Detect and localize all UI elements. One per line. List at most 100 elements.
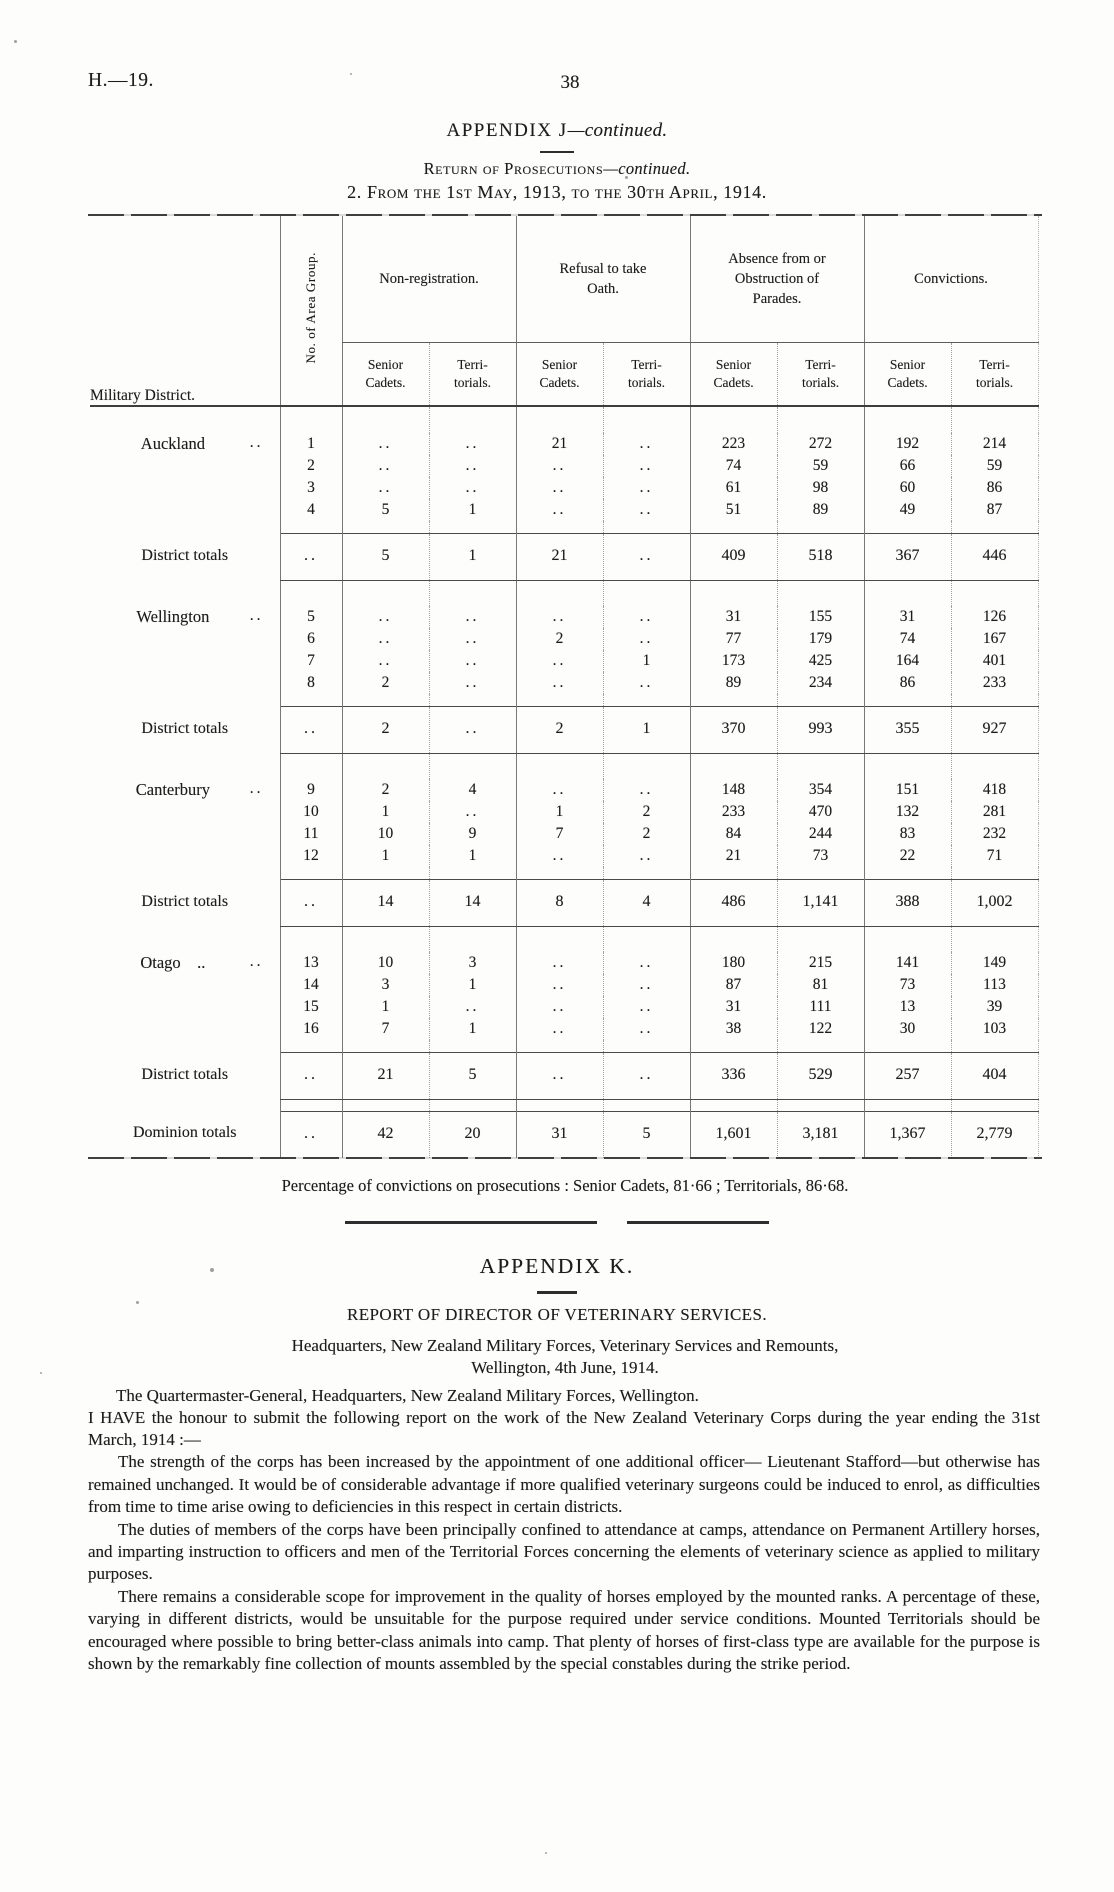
value-cell: .. bbox=[341, 455, 429, 477]
value-cell: 173 bbox=[689, 650, 778, 672]
value-cell: 180 bbox=[689, 952, 778, 974]
spacer-cell bbox=[950, 1099, 1039, 1111]
district-cell bbox=[90, 477, 280, 499]
value-cell: 21 bbox=[515, 433, 603, 455]
percentage-note: Percentage of convictions on prosecution… bbox=[281, 1175, 849, 1195]
value-cell: .. bbox=[602, 996, 691, 1018]
value-cell: 404 bbox=[950, 1051, 1039, 1100]
table-row: .. Auckland 1.... 21.. 223 272 192 214 bbox=[90, 433, 1039, 455]
spacer-cell bbox=[689, 580, 778, 606]
value-cell: .. bbox=[602, 499, 691, 521]
table-row bbox=[90, 521, 1039, 533]
value-cell: .. bbox=[602, 1018, 691, 1040]
spacer-cell bbox=[950, 580, 1039, 606]
spacer-cell bbox=[428, 867, 516, 879]
value-cell: 74 bbox=[689, 455, 778, 477]
value-cell: 141 bbox=[863, 952, 952, 974]
closing-rule-left bbox=[345, 1220, 597, 1224]
spacer-cell bbox=[689, 694, 778, 706]
table-row: Dominion totals.. 42 20 31 5 1,601 3,181 1,367 2… bbox=[90, 1110, 1039, 1158]
spacer-cell bbox=[689, 406, 778, 433]
value-cell: 486 bbox=[689, 878, 778, 927]
col-header-non-registration: Non-registration. bbox=[341, 216, 516, 343]
spacer-cell bbox=[428, 1040, 516, 1052]
value-cell: 38 bbox=[689, 1018, 778, 1040]
value-cell: .. bbox=[602, 1051, 691, 1100]
value-cell: 446 bbox=[950, 532, 1039, 581]
value-cell: 244 bbox=[776, 823, 865, 845]
area-group-cell: 9 bbox=[279, 779, 342, 801]
district-cell bbox=[90, 455, 280, 477]
value-cell: 401 bbox=[950, 650, 1039, 672]
spacer-cell bbox=[950, 406, 1039, 433]
spacer-cell bbox=[602, 1099, 691, 1111]
spacer-cell bbox=[689, 1099, 778, 1111]
table-row: 16 7 1.... 38 122 30 103 bbox=[90, 1018, 1039, 1040]
value-cell: 233 bbox=[689, 801, 778, 823]
spacer-cell bbox=[776, 926, 865, 952]
value-cell: 10 bbox=[341, 952, 429, 974]
value-cell: .. bbox=[341, 433, 429, 455]
district-cell bbox=[90, 845, 280, 867]
value-cell: 86 bbox=[863, 672, 952, 694]
value-cell: 355 bbox=[863, 705, 952, 754]
spacer-cell bbox=[689, 521, 778, 533]
spacer-cell bbox=[602, 406, 691, 433]
spacer-cell bbox=[515, 926, 603, 952]
spacer-cell bbox=[90, 867, 280, 879]
leader-dots: .. bbox=[249, 607, 264, 624]
value-cell: 1,002 bbox=[950, 878, 1039, 927]
scan-speck bbox=[136, 1301, 139, 1304]
value-cell: 60 bbox=[863, 477, 952, 499]
district-cell: .. Otago .. bbox=[90, 952, 280, 974]
value-cell: .. bbox=[428, 672, 516, 694]
spacer-cell bbox=[515, 521, 603, 533]
value-cell: .. bbox=[602, 672, 691, 694]
spacer-cell bbox=[689, 753, 778, 779]
district-cell bbox=[90, 672, 280, 694]
value-cell: .. bbox=[515, 672, 603, 694]
value-cell: 87 bbox=[950, 499, 1039, 521]
value-cell: 122 bbox=[776, 1018, 865, 1040]
value-cell: 3 bbox=[428, 952, 516, 974]
area-group-cell: 1 bbox=[279, 433, 342, 455]
value-cell: 5 bbox=[602, 1110, 691, 1158]
scan-speck bbox=[14, 40, 17, 43]
spacer-cell bbox=[341, 1099, 429, 1111]
spacer-cell bbox=[602, 867, 691, 879]
area-group-cell: 5 bbox=[279, 606, 342, 628]
totals-label-cell: District totals bbox=[141, 1065, 229, 1083]
scan-speck bbox=[350, 73, 352, 75]
spacer-cell bbox=[602, 753, 691, 779]
spacer-cell bbox=[428, 580, 516, 606]
spacer-cell bbox=[90, 926, 280, 952]
spacer-cell bbox=[776, 694, 865, 706]
value-cell: 21 bbox=[341, 1051, 429, 1100]
value-cell: 2 bbox=[515, 705, 603, 754]
spacer-cell bbox=[428, 926, 516, 952]
area-group-cell: .. bbox=[279, 1051, 342, 1100]
spacer-cell bbox=[776, 521, 865, 533]
spacer-cell bbox=[428, 406, 516, 433]
value-cell: 1 bbox=[428, 845, 516, 867]
value-cell: 281 bbox=[950, 801, 1039, 823]
value-cell: 86 bbox=[950, 477, 1039, 499]
value-cell: 233 bbox=[950, 672, 1039, 694]
value-cell: 1 bbox=[428, 974, 516, 996]
value-cell: .. bbox=[602, 952, 691, 974]
value-cell: 148 bbox=[689, 779, 778, 801]
spacer-cell bbox=[341, 521, 429, 533]
spacer-cell bbox=[279, 406, 342, 433]
heading-divider bbox=[540, 151, 574, 153]
value-cell: 66 bbox=[863, 455, 952, 477]
table-row bbox=[90, 1040, 1039, 1052]
spacer-cell bbox=[602, 694, 691, 706]
value-cell: .. bbox=[428, 606, 516, 628]
table-row: 2........ 74 59 66 59 bbox=[90, 455, 1039, 477]
table-row bbox=[90, 1099, 1039, 1111]
value-cell: 354 bbox=[776, 779, 865, 801]
value-cell: 1 bbox=[602, 705, 691, 754]
spacer-cell bbox=[515, 1040, 603, 1052]
spacer-cell bbox=[90, 521, 280, 533]
report-paragraph: There remains a considerable scope for i… bbox=[88, 1586, 1040, 1673]
